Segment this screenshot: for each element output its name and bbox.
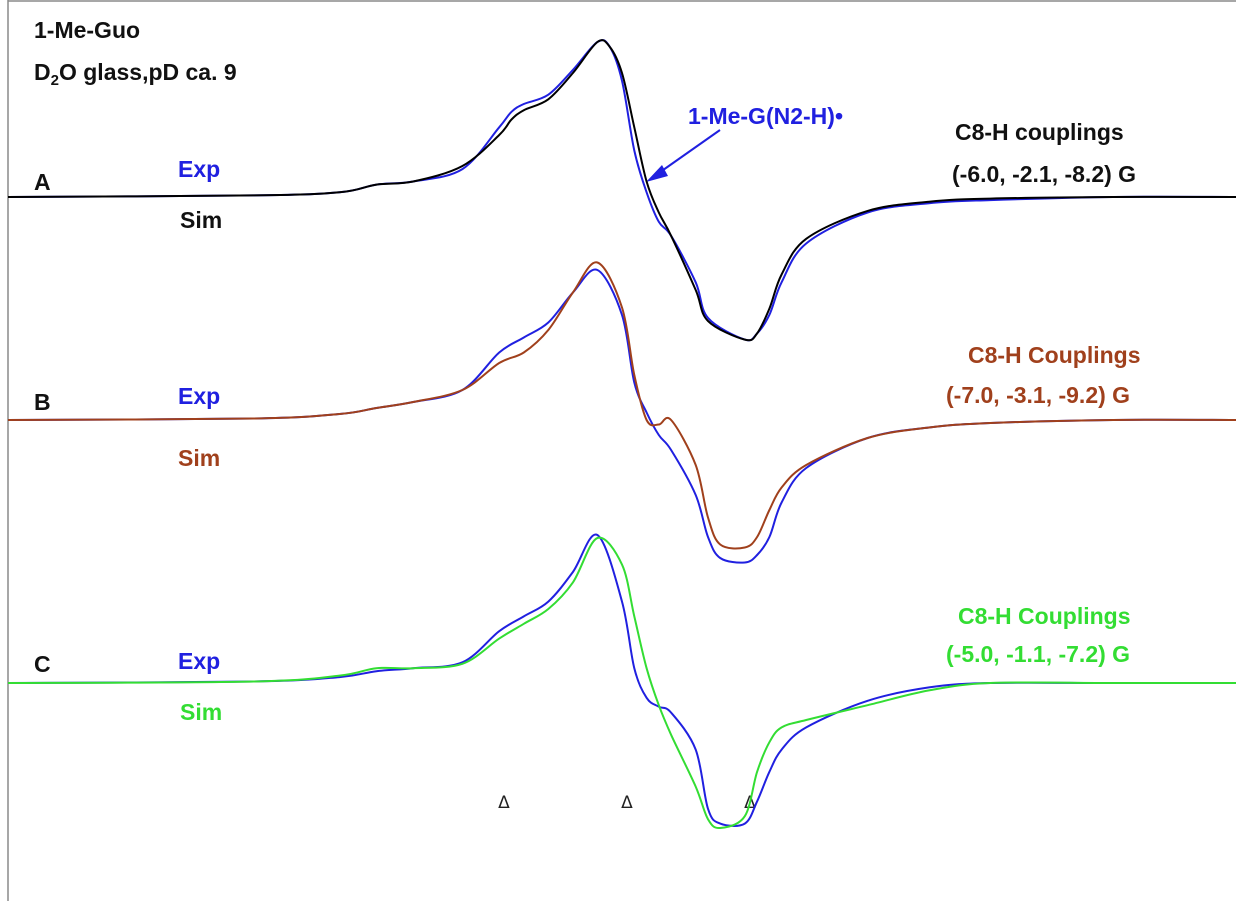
annotation-arrow-line: [655, 129, 721, 176]
panel-a-exp-label: Exp: [178, 156, 220, 182]
panel-a-coupling-title: C8-H couplings: [955, 119, 1124, 145]
panel-c-sim-label: Sim: [180, 699, 222, 725]
conditions-label: D2O glass,pD ca. 9: [34, 59, 237, 89]
trace-b-sim: [7, 261, 1236, 550]
panel-a-coupling-values: (-6.0, -2.1, -8.2) G: [952, 161, 1136, 187]
spectra-traces: [7, 39, 1236, 830]
panel-b-letter: B: [34, 389, 51, 415]
panel-a-sim-label: Sim: [180, 207, 222, 233]
panel-b-exp-label: Exp: [178, 383, 220, 409]
panel-b-coupling-title: C8-H Couplings: [968, 342, 1141, 368]
trace-b-exp: [7, 268, 1236, 564]
panel-c-coupling-title: C8-H Couplings: [958, 603, 1131, 629]
sample-label: 1-Me-Guo: [34, 17, 140, 43]
panel-b-coupling-values: (-7.0, -3.1, -9.2) G: [946, 382, 1130, 408]
trace-a-exp: [7, 39, 1236, 342]
field-marker-1: Δ: [498, 793, 510, 813]
trace-a-sim: [7, 39, 1236, 342]
annotation-arrow-head: [646, 165, 668, 182]
radical-annotation: 1-Me-G(N2-H)•: [688, 103, 843, 129]
panel-a-letter: A: [34, 169, 51, 195]
trace-c-sim: [7, 536, 1236, 830]
trace-c-exp: [7, 533, 1236, 827]
panel-c-letter: C: [34, 651, 51, 677]
panel-b-sim-label: Sim: [178, 445, 220, 471]
field-marker-2: Δ: [621, 793, 633, 813]
panel-c-exp-label: Exp: [178, 648, 220, 674]
panel-c-coupling-values: (-5.0, -1.1, -7.2) G: [946, 641, 1130, 667]
